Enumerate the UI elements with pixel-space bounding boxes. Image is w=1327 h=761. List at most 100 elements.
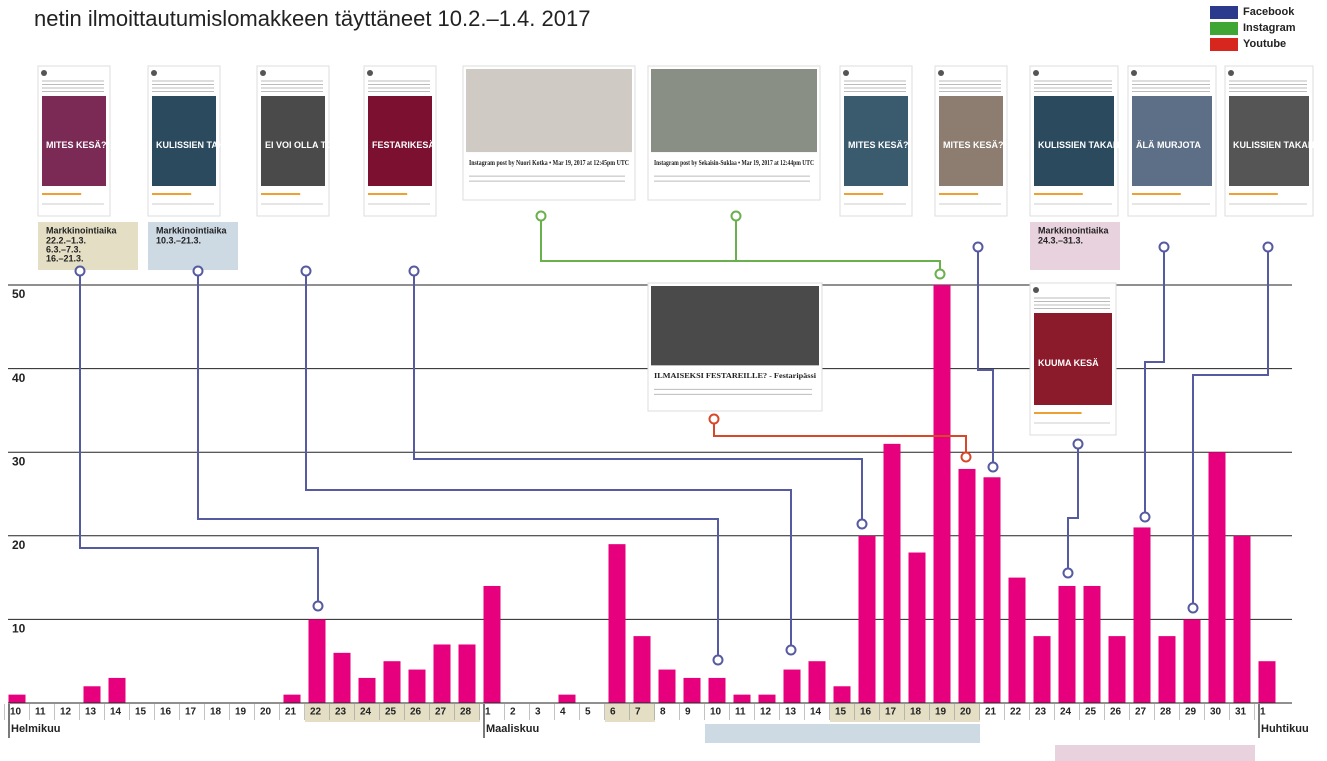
month-label: Huhtikuu [1261, 723, 1309, 735]
bar [1133, 527, 1151, 703]
connector-dot [1158, 241, 1170, 253]
x-tick-label: 15 [135, 707, 147, 718]
bar [1008, 577, 1026, 703]
x-tick-label: 24 [360, 707, 372, 718]
y-tick-label: 10 [12, 622, 26, 636]
ad-headline: MITES KESÄ? [46, 140, 107, 150]
x-tick-label: 12 [60, 707, 72, 718]
bar [1208, 452, 1226, 703]
x-tick-label: 16 [860, 707, 872, 718]
bar [808, 661, 826, 703]
x-tick-label: 13 [85, 707, 97, 718]
bar [958, 468, 976, 703]
connector-dot [74, 265, 86, 277]
connector-dot [972, 241, 984, 253]
ad-image [261, 96, 325, 186]
bar [883, 443, 901, 703]
x-tick-label: 11 [35, 707, 46, 718]
bar [758, 694, 776, 703]
bar [308, 619, 326, 703]
highlight-band [305, 704, 480, 722]
x-tick-label: 20 [960, 707, 972, 718]
x-tick-label: 22 [310, 707, 322, 718]
bar [558, 694, 576, 703]
legend-swatch [1210, 6, 1238, 19]
campaign-dates: 24.3.–31.3. [1038, 235, 1083, 245]
ad-avatar [938, 70, 944, 76]
ad-avatar [260, 70, 266, 76]
bar [283, 694, 301, 703]
bar [1108, 636, 1126, 703]
bar [858, 535, 876, 703]
bar [1083, 585, 1101, 703]
bar [783, 669, 801, 703]
y-tick-label: 40 [12, 371, 26, 385]
ad-headline: FESTARIKESÄ [372, 140, 435, 150]
ad-image [1132, 96, 1212, 186]
bar [1158, 636, 1176, 703]
bar [908, 552, 926, 703]
x-tick-label: 30 [1210, 707, 1222, 718]
x-tick-label: 12 [760, 707, 772, 718]
legend-swatch [1210, 38, 1238, 51]
x-tick-label: 9 [685, 707, 691, 718]
bar [733, 694, 751, 703]
ad-image [1034, 313, 1112, 405]
x-tick-label: 22 [1010, 707, 1022, 718]
connector-dot [408, 265, 420, 277]
bar [608, 544, 626, 703]
legend-swatch [1210, 22, 1238, 35]
x-tick-label: 21 [985, 707, 997, 718]
bar [433, 644, 451, 703]
x-tick-label: 26 [1110, 707, 1122, 718]
ad-image [651, 286, 819, 366]
ad-avatar [1131, 70, 1137, 76]
bar [358, 677, 376, 703]
x-tick-label: 23 [1035, 707, 1047, 718]
ad-headline: KULISSIEN TAKANA. [1038, 140, 1128, 150]
x-tick-label: 18 [210, 707, 222, 718]
highlight-band [1055, 745, 1255, 761]
ad-image [466, 69, 632, 153]
x-tick-label: 28 [1160, 707, 1172, 718]
ad-headline: EI VOI OLLA TOTTA! [265, 140, 353, 150]
connector-dot [1062, 567, 1074, 579]
ad-avatar [1033, 70, 1039, 76]
x-tick-label: 24 [1060, 707, 1072, 718]
bar [833, 686, 851, 703]
x-tick-label: 17 [185, 707, 197, 718]
connector-dot [708, 413, 720, 425]
highlight-band [830, 704, 980, 722]
connector-dot [856, 518, 868, 530]
x-tick-label: 26 [410, 707, 422, 718]
legend-label: Facebook [1243, 6, 1295, 18]
bar [933, 285, 951, 703]
bar [483, 585, 501, 703]
x-tick-label: 13 [785, 707, 797, 718]
campaign-label: Markkinointiaika [1038, 225, 1110, 235]
x-tick-label: 14 [810, 707, 822, 718]
x-tick-label: 5 [585, 707, 591, 718]
ad-avatar [41, 70, 47, 76]
x-tick-label: 25 [385, 707, 397, 718]
x-tick-label: 11 [735, 707, 746, 718]
ad-image [939, 96, 1003, 186]
chart-title: netin ilmoittautumislomakkeen täyttäneet… [34, 6, 590, 31]
connector [1192, 247, 1269, 608]
x-tick-label: 3 [535, 707, 541, 718]
x-tick-label: 27 [1135, 707, 1147, 718]
x-tick-label: 4 [560, 707, 566, 718]
x-tick-label: 29 [1185, 707, 1197, 718]
connector [713, 419, 967, 457]
campaign-dates: 10.3.–21.3. [156, 235, 201, 245]
ad-image [1229, 96, 1309, 186]
campaign-label: Markkinointiaika [156, 225, 228, 235]
x-tick-label: 17 [885, 707, 897, 718]
ad-image [42, 96, 106, 186]
ad-headline: KUUMA KESÄ [1038, 358, 1099, 368]
x-tick-label: 21 [285, 707, 297, 718]
x-tick-label: 10 [10, 707, 22, 718]
bar [983, 477, 1001, 703]
ad-avatar [843, 70, 849, 76]
x-tick-label: 10 [710, 707, 722, 718]
